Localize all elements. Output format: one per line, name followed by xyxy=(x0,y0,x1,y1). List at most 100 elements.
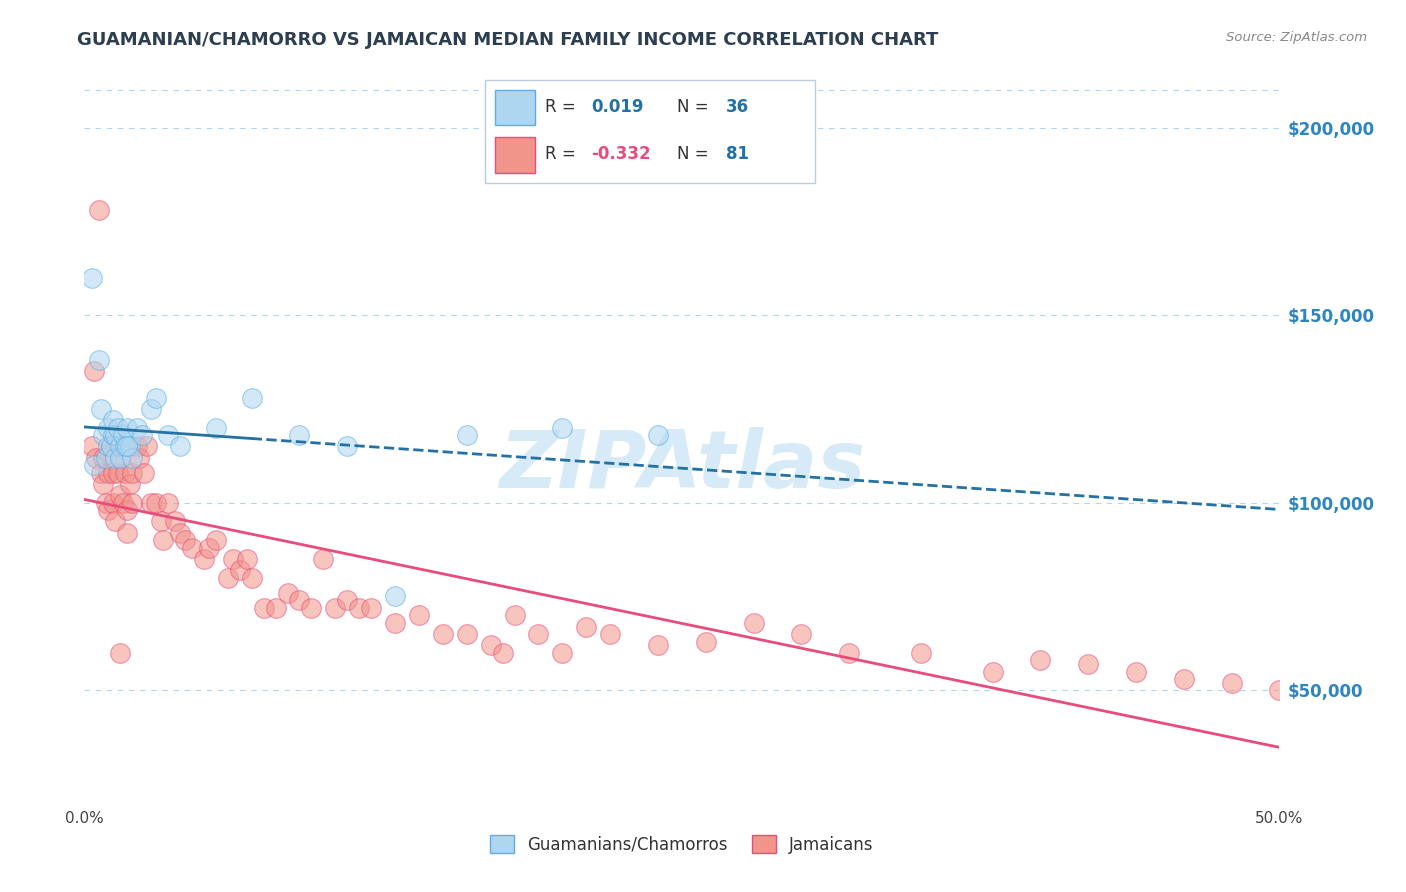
Point xyxy=(80,440,103,454)
Text: R =: R = xyxy=(544,145,581,163)
Point xyxy=(599,627,621,641)
Point xyxy=(1029,653,1052,667)
Legend: Guamanians/Chamorros, Jamaicans: Guamanians/Chamorros, Jamaicans xyxy=(484,829,880,860)
Point xyxy=(838,646,860,660)
Point xyxy=(193,552,215,566)
Point xyxy=(456,428,478,442)
Point xyxy=(277,586,299,600)
Point xyxy=(111,496,134,510)
Point xyxy=(125,440,148,454)
Point xyxy=(551,420,574,434)
FancyBboxPatch shape xyxy=(495,89,534,126)
Point xyxy=(1173,672,1195,686)
Text: -0.332: -0.332 xyxy=(591,145,651,163)
Point xyxy=(114,466,136,480)
Point xyxy=(551,646,574,660)
Point xyxy=(575,619,598,633)
Point xyxy=(349,600,371,615)
Point xyxy=(114,440,136,454)
Point xyxy=(110,488,132,502)
Point xyxy=(229,563,252,577)
Point xyxy=(93,428,115,442)
Point xyxy=(118,477,141,491)
Point xyxy=(100,440,122,454)
Point xyxy=(110,450,132,465)
Point xyxy=(149,515,172,529)
Point xyxy=(1268,683,1291,698)
Point xyxy=(93,477,115,491)
Point xyxy=(384,590,406,604)
Point xyxy=(288,593,311,607)
Point xyxy=(152,533,174,548)
Point xyxy=(125,420,148,434)
Point xyxy=(1125,665,1147,679)
Point xyxy=(97,440,120,454)
Text: GUAMANIAN/CHAMORRO VS JAMAICAN MEDIAN FAMILY INCOME CORRELATION CHART: GUAMANIAN/CHAMORRO VS JAMAICAN MEDIAN FA… xyxy=(77,31,939,49)
Point xyxy=(117,525,139,540)
Point xyxy=(97,420,120,434)
Text: N =: N = xyxy=(676,145,714,163)
Point xyxy=(169,440,191,454)
Point xyxy=(87,353,110,368)
Point xyxy=(1220,675,1243,690)
Point xyxy=(336,593,359,607)
Point xyxy=(647,428,669,442)
Text: 0.019: 0.019 xyxy=(591,98,644,116)
FancyBboxPatch shape xyxy=(495,136,534,173)
Point xyxy=(157,496,180,510)
Point xyxy=(118,440,141,454)
Point xyxy=(647,638,669,652)
Point xyxy=(83,364,105,378)
Point xyxy=(240,571,263,585)
Point xyxy=(384,615,406,630)
Point xyxy=(301,600,323,615)
Point xyxy=(110,440,132,454)
Point xyxy=(117,503,139,517)
Text: R =: R = xyxy=(544,98,581,116)
Point xyxy=(141,401,163,416)
Point xyxy=(121,450,143,465)
Point xyxy=(492,646,515,660)
Point xyxy=(97,503,120,517)
Point xyxy=(312,552,335,566)
Point xyxy=(107,466,129,480)
Point xyxy=(217,571,239,585)
Point xyxy=(181,541,204,555)
Point xyxy=(97,466,120,480)
Point xyxy=(197,541,219,555)
Point xyxy=(110,450,132,465)
Point xyxy=(264,600,287,615)
Text: ZIPAtlas: ZIPAtlas xyxy=(499,427,865,506)
Point xyxy=(90,466,112,480)
Point xyxy=(121,466,143,480)
Point xyxy=(981,665,1004,679)
Point xyxy=(336,440,359,454)
Point xyxy=(80,270,103,285)
Text: N =: N = xyxy=(676,98,714,116)
Point xyxy=(157,428,180,442)
Point xyxy=(121,496,143,510)
Point xyxy=(503,608,526,623)
Point xyxy=(128,450,150,465)
Point xyxy=(101,428,124,442)
Point xyxy=(236,552,259,566)
Point xyxy=(83,458,105,473)
Point xyxy=(87,203,110,218)
Point xyxy=(93,450,115,465)
Point xyxy=(86,450,108,465)
Point xyxy=(141,496,163,510)
Point xyxy=(145,496,167,510)
Point xyxy=(205,533,228,548)
Point xyxy=(742,615,765,630)
Point xyxy=(432,627,454,641)
Point xyxy=(408,608,430,623)
Point xyxy=(165,515,187,529)
Point xyxy=(253,600,276,615)
Point xyxy=(104,515,127,529)
Point xyxy=(110,646,132,660)
Point xyxy=(360,600,382,615)
Text: 81: 81 xyxy=(727,145,749,163)
Point xyxy=(221,552,243,566)
Point xyxy=(104,450,127,465)
Point xyxy=(456,627,478,641)
